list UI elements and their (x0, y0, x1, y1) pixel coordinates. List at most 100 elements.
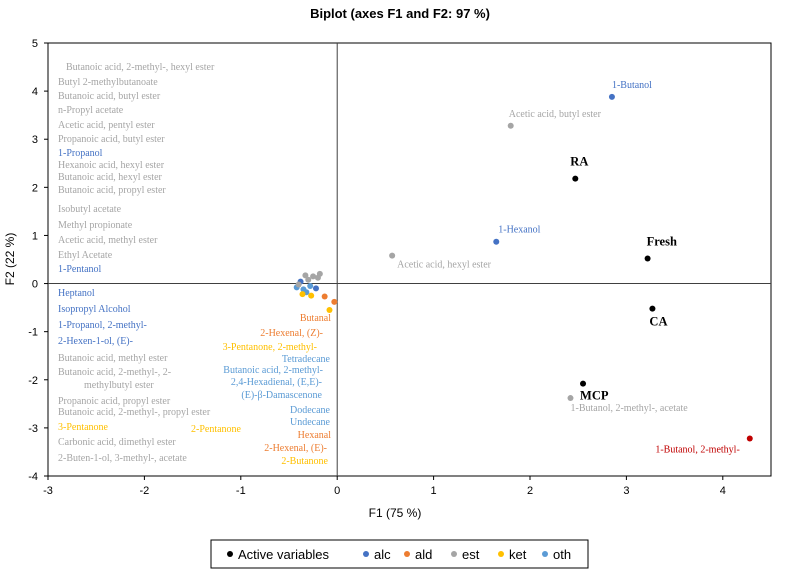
scatter-point-est (295, 281, 302, 288)
legend-marker-alc (363, 551, 369, 557)
cluster-label-right: 2-Hexenal, (E)- (264, 443, 327, 454)
cluster-label-left: n-Propyl acetate (58, 105, 124, 116)
active-variable-point (572, 175, 579, 182)
cluster-label-right: Dodecane (290, 405, 331, 416)
y-tick-label: 0 (32, 279, 38, 291)
cluster-label-right: Undecane (290, 417, 331, 428)
cluster-label-left: Butyl 2-methylbutanoate (58, 77, 158, 88)
point-label: 1-Hexanol (498, 225, 540, 236)
active-variable-label: MCP (580, 389, 609, 403)
scatter-point-oth (307, 282, 314, 289)
x-tick-label: -1 (236, 485, 246, 497)
legend-label-active: Active variables (238, 547, 330, 562)
labels-layer: 1-Butanol Acetic acid, butyl ester 1-Hexan… (58, 62, 740, 467)
point-label: Acetic acid, butyl ester (509, 109, 602, 120)
y-tick-label: -1 (28, 327, 38, 339)
active-variable-point (644, 255, 651, 262)
cluster-label-left: Butanoic acid, 2-methyl-, 2- (58, 367, 171, 378)
y-tick-label: 3 (32, 134, 38, 146)
cluster-label-left: 2-Buten-1-ol, 3-methyl-, acetate (58, 453, 187, 464)
legend-label-ket: ket (509, 547, 527, 562)
y-tick-label: 4 (32, 86, 38, 98)
plot-frame (47, 42, 772, 477)
cluster-label-left: Propanoic acid, butyl ester (58, 134, 165, 145)
cluster-label-left: Isobutyl acetate (58, 204, 122, 215)
y-tick-label: 5 (32, 38, 38, 50)
legend-label-oth: oth (553, 547, 571, 562)
points-layer: RA Fresh CA MCP (293, 93, 753, 442)
legend-marker-ket (498, 551, 504, 557)
x-tick-label: -3 (43, 485, 53, 497)
active-variable-label: RA (570, 155, 588, 169)
cluster-label-left: 2-Hexen-1-ol, (E)- (58, 336, 133, 347)
cluster-label-right: Hexanal (298, 430, 332, 441)
cluster-label-left: 1-Pentanol (58, 264, 102, 275)
legend-marker-ald (404, 551, 410, 557)
active-variable-point (580, 380, 587, 387)
cluster-label-left: methylbutyl ester (84, 380, 154, 391)
cluster-label-left: Butanoic acid, 2-methyl-, hexyl ester (66, 62, 215, 73)
x-tick-label: 0 (334, 485, 340, 497)
legend: Active variables alc ald est ket oth (210, 539, 589, 569)
scatter-point-est (389, 252, 396, 259)
x-tick-label: 2 (527, 485, 533, 497)
scatter-point-est (310, 273, 317, 280)
y-axis-title: F2 (22 %) (3, 233, 17, 286)
axes-layer: -3 -2 -1 0 1 2 3 4 -4 -3 -2 -1 0 1 2 3 4 5 (28, 38, 772, 497)
cluster-label-left: Acetic acid, pentyl ester (58, 120, 155, 131)
cluster-label-left: Butanoic acid, butyl ester (58, 91, 161, 102)
scatter-point-alc (312, 285, 319, 292)
scatter-point-est (507, 122, 514, 129)
cluster-label-left: Carbonic acid, dimethyl ester (58, 437, 176, 448)
scatter-point-ket (326, 307, 333, 314)
cluster-label-left: Acetic acid, methyl ester (58, 235, 158, 246)
active-variable-point (649, 305, 656, 312)
point-label: 1-Butanol (612, 80, 652, 91)
scatter-point-red (746, 435, 753, 442)
legend-label-ald: ald (415, 547, 432, 562)
legend-marker-est (451, 551, 457, 557)
cluster-label-left: Hexanoic acid, hexyl ester (58, 160, 165, 171)
scatter-point-est (567, 395, 574, 402)
scatter-point-est (305, 276, 312, 283)
active-variable-label: CA (649, 315, 667, 329)
y-tick-label: -3 (28, 423, 38, 435)
y-tick-label: 1 (32, 230, 38, 242)
cluster-label-left: Isopropyl Alcohol (58, 304, 131, 315)
cluster-label-left: Butanoic acid, 2-methyl-, propyl ester (58, 407, 211, 418)
x-axis-title: F1 (75 %) (369, 506, 422, 520)
scatter-point-alc (608, 93, 615, 100)
scatter-point-ald (331, 298, 338, 305)
cluster-label-right: 2-Hexenal, (Z)- (260, 328, 323, 339)
cluster-label-right: 2-Pentanone (191, 424, 242, 435)
scatter-point-ald (321, 293, 328, 300)
point-label: 1-Butanol, 2-methyl-, acetate (570, 403, 688, 414)
cluster-label-left: Butanoic acid, propyl ester (58, 185, 166, 196)
cluster-label-left: Butanoic acid, hexyl ester (58, 172, 163, 183)
legend-marker-active (227, 551, 233, 557)
cluster-label-left: 1-Propanol, 2-methyl- (58, 320, 147, 331)
chart-title: Biplot (axes F1 and F2: 97 %) (310, 6, 490, 21)
cluster-label-right: 2,4-Hexadienal, (E,E)- (231, 377, 322, 388)
legend-marker-oth (542, 551, 548, 557)
x-tick-label: 3 (623, 485, 629, 497)
scatter-point-est (302, 272, 309, 279)
cluster-label-left: Butanoic acid, methyl ester (58, 353, 168, 364)
cluster-label-left: Heptanol (58, 288, 95, 299)
cluster-label-right: 2-Butanone (281, 456, 328, 467)
active-variable-label: Fresh (647, 235, 677, 249)
cluster-label-right: 3-Pentanone, 2-methyl- (223, 342, 317, 353)
cluster-label-right: Butanoic acid, 2-methyl- (223, 365, 323, 376)
y-tick-label: -4 (28, 471, 38, 483)
scatter-point-ket (308, 292, 315, 299)
cluster-label-right: Tetradecane (282, 354, 331, 365)
cluster-label-left: Propanoic acid, propyl ester (58, 396, 171, 407)
legend-box (210, 539, 589, 569)
legend-label-alc: alc (374, 547, 391, 562)
cluster-label-right: (E)-β-Damascenone (241, 390, 322, 401)
scatter-point-est (316, 270, 323, 277)
x-tick-label: -2 (140, 485, 150, 497)
y-tick-label: 2 (32, 182, 38, 194)
